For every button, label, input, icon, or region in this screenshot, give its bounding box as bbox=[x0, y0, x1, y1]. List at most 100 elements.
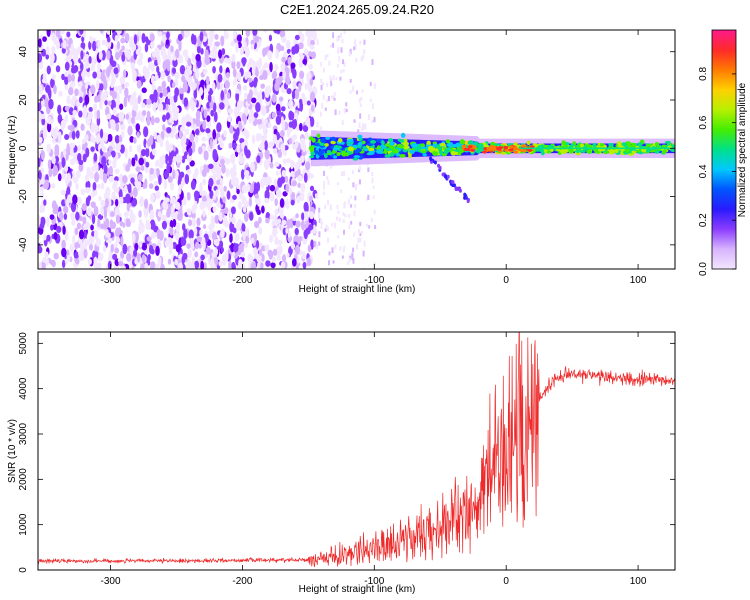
noise-cell bbox=[264, 189, 270, 201]
noise-cell bbox=[210, 257, 215, 269]
signal-cell bbox=[637, 142, 643, 146]
noise-cell bbox=[184, 128, 190, 136]
noise-cell bbox=[75, 129, 80, 139]
noise-cell bbox=[102, 172, 108, 184]
noise-cell bbox=[263, 130, 268, 140]
noise-cell bbox=[82, 223, 88, 231]
noise-cell bbox=[175, 222, 181, 233]
noise-cell bbox=[64, 75, 69, 85]
noise-cell bbox=[292, 143, 298, 150]
noise-cell bbox=[184, 173, 190, 185]
noise-cell bbox=[137, 95, 141, 105]
noise-cell bbox=[211, 81, 216, 92]
noise-cell bbox=[46, 65, 51, 75]
signal-cell bbox=[352, 144, 358, 149]
noise-cell bbox=[258, 216, 262, 224]
noise-cell bbox=[309, 195, 313, 203]
x-tick-label: -300 bbox=[101, 576, 121, 587]
noise-cell bbox=[77, 144, 81, 152]
noise-cell bbox=[352, 247, 355, 253]
noise-cell bbox=[359, 232, 362, 237]
noise-cell bbox=[118, 260, 124, 267]
noise-cell bbox=[302, 58, 307, 65]
noise-cell bbox=[234, 232, 240, 242]
noise-cell bbox=[212, 194, 217, 201]
noise-cell bbox=[281, 56, 287, 63]
noise-cell bbox=[297, 174, 303, 182]
noise-cell bbox=[64, 114, 69, 123]
noise-cell bbox=[156, 134, 162, 143]
noise-cell bbox=[281, 63, 286, 71]
noise-cell bbox=[224, 157, 231, 165]
noise-cell bbox=[106, 113, 112, 120]
noise-cell bbox=[329, 204, 332, 211]
noise-cell bbox=[230, 40, 236, 47]
drift-cell bbox=[429, 157, 433, 162]
noise-cell bbox=[342, 248, 345, 253]
signal-cell bbox=[347, 143, 353, 147]
noise-cell bbox=[181, 116, 186, 128]
noise-cell bbox=[269, 141, 275, 147]
noise-cell bbox=[318, 231, 321, 238]
noise-cell bbox=[371, 59, 374, 66]
noise-cell bbox=[200, 254, 205, 261]
noise-cell bbox=[325, 98, 328, 103]
noise-cell bbox=[309, 44, 315, 50]
noise-cell bbox=[38, 214, 41, 226]
noise-cell bbox=[202, 209, 206, 218]
noise-cell bbox=[38, 156, 41, 168]
noise-cell bbox=[217, 73, 223, 83]
noise-cell bbox=[202, 120, 207, 130]
noise-cell bbox=[138, 210, 142, 218]
noise-cell bbox=[189, 160, 195, 167]
signal-cell bbox=[594, 150, 601, 154]
noise-cell bbox=[261, 91, 265, 100]
noise-cell bbox=[354, 204, 357, 209]
noise-cell bbox=[335, 76, 338, 81]
noise-cell bbox=[367, 194, 370, 201]
noise-cell bbox=[372, 195, 375, 199]
noise-cell bbox=[231, 54, 236, 63]
noise-cell bbox=[69, 244, 74, 253]
noise-cell bbox=[155, 245, 160, 256]
noise-cell bbox=[67, 73, 72, 83]
noise-cell bbox=[292, 216, 297, 222]
noise-cell bbox=[304, 223, 308, 230]
noise-cell bbox=[338, 55, 341, 62]
noise-cell bbox=[174, 169, 179, 180]
noise-cell bbox=[343, 30, 346, 34]
noise-cell bbox=[342, 212, 345, 216]
noise-cell bbox=[312, 30, 317, 41]
noise-cell bbox=[363, 49, 366, 55]
noise-cell bbox=[201, 168, 207, 178]
noise-cell bbox=[100, 182, 105, 190]
noise-cell bbox=[146, 115, 151, 127]
noise-cell bbox=[70, 81, 76, 88]
noise-cell bbox=[150, 75, 155, 85]
signal-cell bbox=[332, 147, 339, 151]
noise-cell bbox=[100, 199, 106, 208]
signal-cell bbox=[631, 142, 636, 146]
noise-cell bbox=[52, 128, 58, 140]
noise-cell bbox=[189, 133, 195, 143]
signal-cell bbox=[325, 136, 331, 140]
noise-cell bbox=[324, 204, 327, 209]
noise-cell bbox=[71, 219, 76, 226]
noise-cell bbox=[272, 133, 278, 143]
noise-cell bbox=[74, 251, 80, 259]
signal-cell bbox=[337, 138, 343, 143]
noise-cell bbox=[117, 30, 122, 35]
noise-cell bbox=[340, 32, 343, 39]
signal-cell bbox=[384, 154, 391, 158]
noise-cell bbox=[51, 74, 56, 80]
signal-cell bbox=[389, 152, 395, 157]
noise-cell bbox=[124, 81, 130, 87]
noise-cell bbox=[309, 185, 315, 192]
noise-cell bbox=[237, 218, 242, 230]
noise-cell bbox=[114, 247, 120, 254]
noise-cell bbox=[209, 189, 214, 199]
signal-cell bbox=[457, 152, 462, 156]
noise-cell bbox=[276, 189, 282, 198]
noise-cell bbox=[131, 157, 136, 167]
x-tick-label: 100 bbox=[630, 275, 647, 286]
